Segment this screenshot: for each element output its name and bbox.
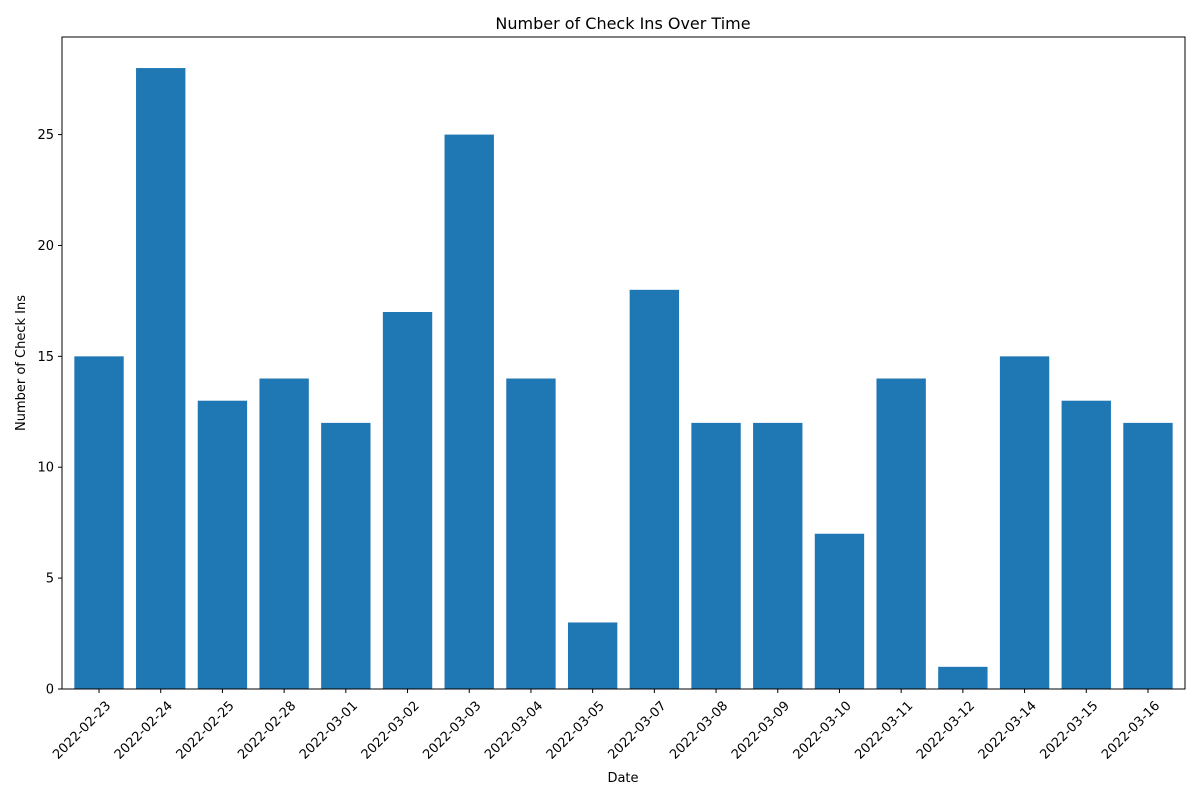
bar-2022-03-01 (321, 422, 371, 689)
x-tick-label: 2022-03-12 (914, 699, 978, 763)
y-tick-label: 10 (37, 461, 54, 476)
x-tick-label: 2022-03-10 (791, 699, 855, 763)
x-tick-label: 2022-03-01 (297, 699, 361, 763)
x-tick-label: 2022-03-16 (1099, 699, 1163, 763)
x-tick-label: 2022-03-11 (852, 699, 916, 763)
bar-2022-03-04 (506, 378, 556, 689)
x-axis-title: Date (607, 771, 638, 786)
x-tick-label: 2022-03-05 (544, 699, 608, 763)
x-tick-label: 2022-02-24 (112, 699, 176, 763)
plot-frame (61, 36, 1186, 690)
y-tick-label: 25 (37, 128, 54, 143)
bar-2022-02-25 (197, 400, 248, 689)
bar-2022-03-05 (567, 622, 618, 689)
bar-2022-03-14 (999, 356, 1050, 689)
x-axis: 2022-02-232022-02-242022-02-252022-02-28… (50, 689, 1163, 763)
x-tick-label: 2022-03-15 (1037, 699, 1101, 763)
y-axis: 0 5 10 15 20 25 (37, 128, 62, 698)
y-axis-title: Number of Check Ins (14, 295, 29, 431)
y-tick-label: 0 (46, 683, 54, 698)
bar-2022-03-11 (876, 378, 926, 689)
bar-2022-02-23 (74, 356, 124, 689)
bar-2022-02-24 (136, 68, 186, 690)
x-tick-label: 2022-02-23 (50, 699, 114, 763)
y-tick-label: 20 (37, 239, 54, 254)
chart-title: Number of Check Ins Over Time (495, 14, 750, 33)
x-tick-label: 2022-02-25 (174, 699, 238, 763)
bar-2022-03-09 (753, 422, 803, 689)
bar-2022-03-08 (691, 422, 741, 689)
bar-2022-03-02 (382, 311, 433, 689)
x-tick-label: 2022-03-03 (420, 699, 484, 763)
bar-2022-03-15 (1061, 400, 1111, 689)
x-tick-label: 2022-03-14 (976, 699, 1040, 763)
x-tick-label: 2022-03-09 (729, 699, 793, 763)
bar-2022-03-07 (629, 289, 680, 689)
bar-2022-03-03 (444, 134, 494, 689)
x-tick-label: 2022-03-04 (482, 699, 546, 763)
bar-2022-03-12 (938, 666, 988, 689)
bar-2022-03-10 (814, 533, 865, 689)
bar-2022-02-28 (259, 378, 309, 689)
x-tick-label: 2022-03-07 (605, 699, 669, 763)
x-tick-label: 2022-03-08 (667, 699, 731, 763)
y-tick-label: 5 (46, 572, 54, 587)
bar-2022-03-16 (1123, 422, 1173, 689)
x-tick-label: 2022-03-02 (359, 699, 423, 763)
x-tick-label: 2022-02-28 (235, 699, 299, 763)
y-tick-label: 15 (37, 350, 54, 365)
bars-group (74, 68, 1173, 690)
